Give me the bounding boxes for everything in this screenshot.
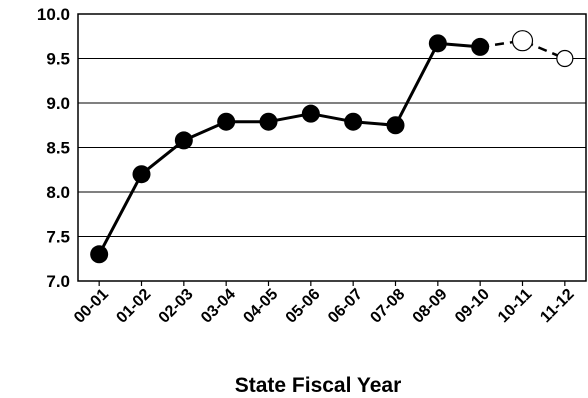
x-tick-label: 06-07 [325,286,366,327]
data-point [259,112,278,131]
data-point [386,116,405,135]
x-tick-label: 09-10 [452,286,493,327]
data-point [90,245,109,264]
x-tick-label: 11-12 [537,286,577,326]
x-tick-label: 05-06 [283,286,324,327]
x-tick-label: 00-01 [71,286,112,327]
y-tick-label: 9.0 [46,94,70,113]
projected-data-point [511,30,534,52]
gridlines [78,58,586,237]
y-tick-label: 8.0 [46,183,70,202]
x-tick-label: 02-03 [156,286,197,327]
y-tick-label: 7.0 [46,272,70,291]
plot-frame [77,13,587,282]
y-axis-ticks: 7.0 7.5 8.0 8.5 9.0 9.5 10.0 [37,5,70,291]
actual-series-line [97,41,481,256]
x-axis-title: State Fiscal Year [235,374,402,397]
data-point [217,112,236,131]
data-point [174,131,193,150]
x-tick-label: 08-09 [410,286,451,327]
data-point [428,34,447,53]
x-tick-label: 10-11 [495,286,535,326]
projected-data-point [556,49,574,68]
data-point [344,112,363,131]
data-point [471,37,490,56]
y-tick-label: 8.5 [46,139,70,158]
x-axis-ticks: 00-01 01-02 02-03 03-04 04-05 05-06 06-07 07-08… [71,281,578,327]
data-point [132,165,151,184]
series [90,30,574,264]
x-tick-label: 04-05 [240,286,281,327]
y-tick-label: 9.5 [46,50,70,69]
y-tick-label: 10.0 [37,5,70,24]
y-tick-label: 7.5 [46,228,70,247]
x-tick-label: 03-04 [198,286,239,327]
x-tick-label: 01-02 [113,286,154,327]
x-tick-label: 07-08 [367,286,408,327]
data-point [301,104,320,123]
